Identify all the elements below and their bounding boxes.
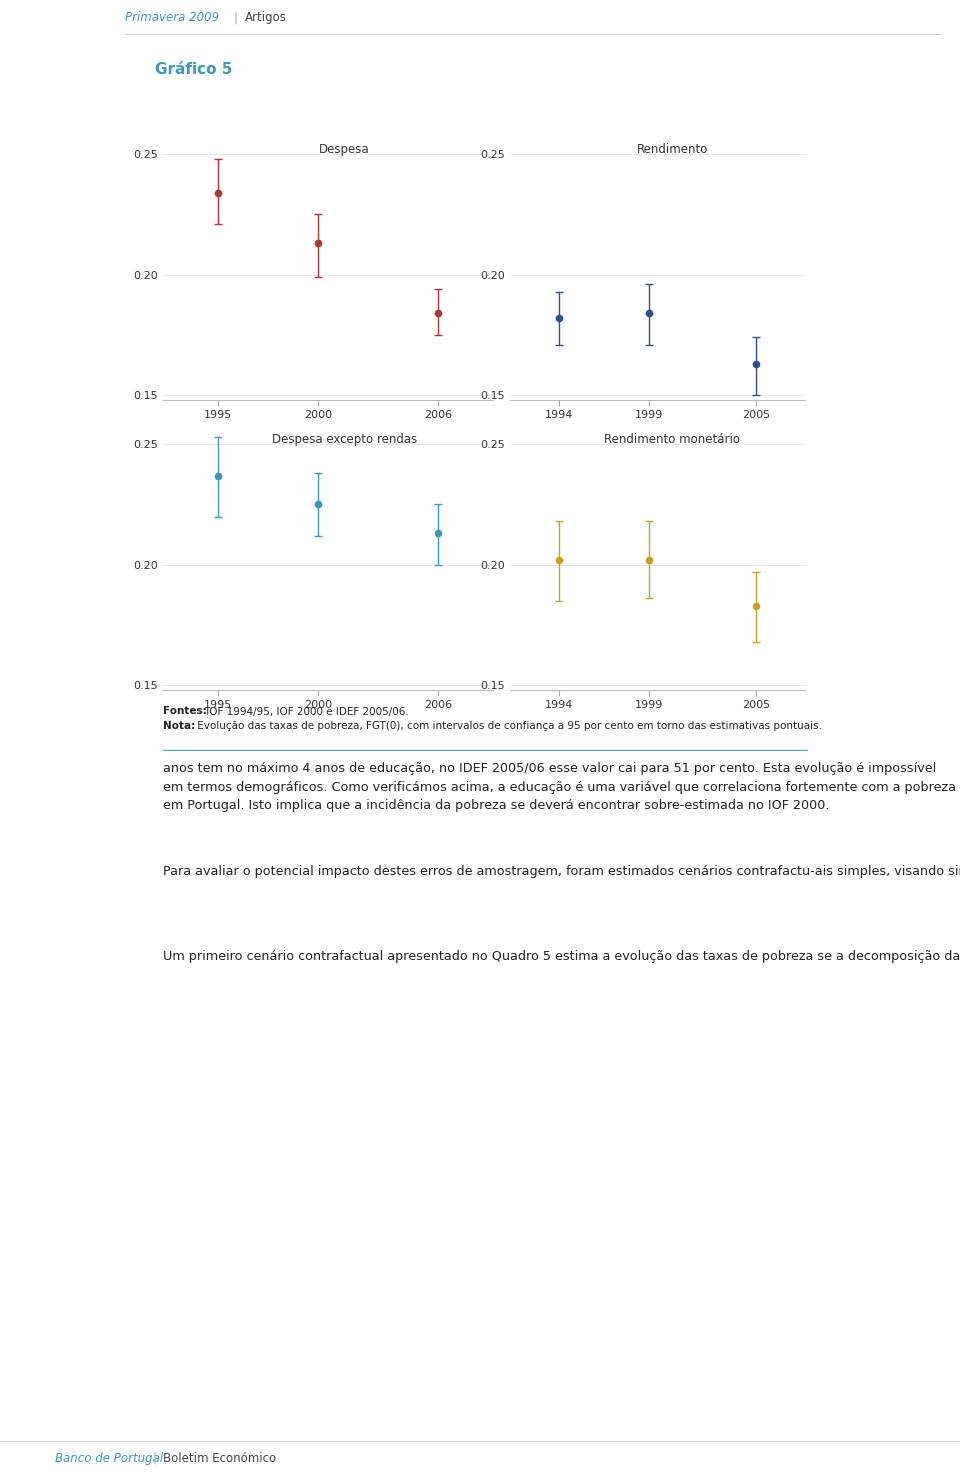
Text: |: |: [152, 1451, 156, 1465]
Text: anos tem no máximo 4 anos de educação, no IDEF 2005/06 esse valor cai para 51 po: anos tem no máximo 4 anos de educação, n…: [163, 763, 956, 813]
Text: 142: 142: [7, 1451, 36, 1466]
Text: Rendimento: Rendimento: [636, 143, 708, 156]
Text: |: |: [233, 12, 237, 24]
Text: TENDÊNCIA DA TAXA DE POBREZA 1994/95-2005/06: TENDÊNCIA DA TAXA DE POBREZA 1994/95-200…: [165, 99, 527, 112]
Text: Artigos: Artigos: [245, 12, 287, 24]
Text: Gráfico 5: Gráfico 5: [155, 62, 232, 77]
Text: Fontes:: Fontes:: [163, 707, 206, 717]
Text: Evolução das taxas de pobreza, FGT(0), com intervalos de confiança a 95 por cent: Evolução das taxas de pobreza, FGT(0), c…: [194, 721, 822, 732]
Text: Um primeiro cenário contrafactual apresentado no Quadro 5 estima a evolução das : Um primeiro cenário contrafactual aprese…: [163, 950, 960, 963]
Text: Rendimento monetário: Rendimento monetário: [604, 434, 740, 445]
Text: Nota:: Nota:: [163, 721, 195, 732]
Text: Primavera 2009: Primavera 2009: [125, 12, 219, 24]
Text: IOF 1994/95, IOF 2000 e IDEF 2005/06.: IOF 1994/95, IOF 2000 e IDEF 2005/06.: [203, 707, 409, 717]
Text: Boletim Económico: Boletim Económico: [163, 1451, 276, 1465]
Text: Despesa excepto rendas: Despesa excepto rendas: [272, 434, 418, 445]
Text: Para avaliar o potencial impacto destes erros de amostragem, foram estimados cen: Para avaliar o potencial impacto destes …: [163, 864, 960, 878]
Text: Despesa: Despesa: [319, 143, 370, 156]
Text: Banco de Portugal: Banco de Portugal: [55, 1451, 163, 1465]
